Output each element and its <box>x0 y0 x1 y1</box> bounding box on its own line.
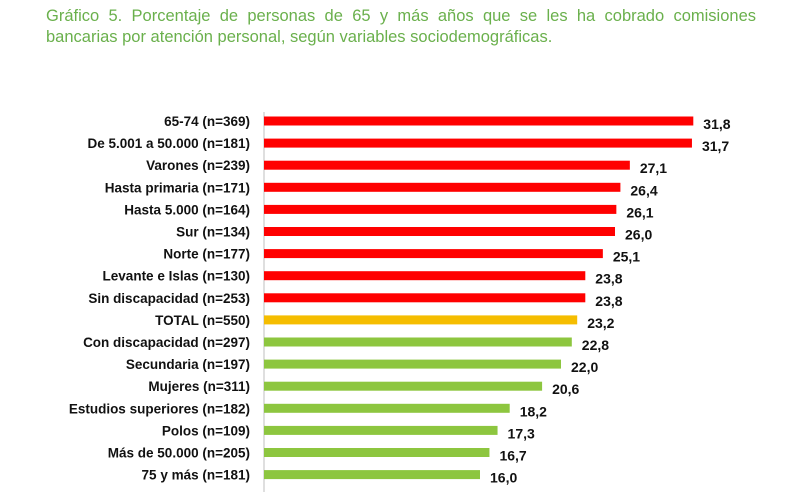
value-label: 17,3 <box>508 425 535 441</box>
bar <box>264 470 480 480</box>
value-label: 31,7 <box>702 138 729 154</box>
bar <box>264 448 490 457</box>
value-label: 22,0 <box>571 359 598 375</box>
category-label: Hasta 5.000 (n=164) <box>124 202 250 217</box>
bar <box>264 271 586 281</box>
category-label: 65-74 (n=369) <box>164 114 250 129</box>
bars-group <box>264 116 694 480</box>
value-label: 25,1 <box>613 249 640 265</box>
category-label: 75 y más (n=181) <box>142 468 250 483</box>
category-label: Más de 50.000 (n=205) <box>108 446 250 461</box>
chart-title: Gráfico 5. Porcentaje de personas de 65 … <box>46 7 756 46</box>
category-label: Varones (n=239) <box>146 158 250 173</box>
value-label: 16,7 <box>499 448 526 464</box>
bar <box>264 182 621 192</box>
bar <box>264 249 603 259</box>
value-label: 26,0 <box>625 227 652 243</box>
category-label: Sin discapacidad (n=253) <box>88 291 250 306</box>
value-label: 26,1 <box>626 204 653 220</box>
category-label: Mujeres (n=311) <box>148 379 250 394</box>
bar <box>264 160 630 170</box>
value-label: 23,8 <box>595 271 622 287</box>
category-label: Sur (n=134) <box>176 225 250 240</box>
bar <box>264 293 586 303</box>
value-label: 20,6 <box>552 381 579 397</box>
value-label: 18,2 <box>520 403 547 419</box>
category-label: Norte (n=177) <box>163 247 250 262</box>
bar <box>264 227 615 236</box>
value-label: 22,8 <box>582 337 609 353</box>
bar <box>264 204 617 214</box>
value-label: 23,8 <box>595 293 622 309</box>
bar <box>264 359 561 369</box>
bar <box>264 315 578 325</box>
category-label: Hasta primaria (n=171) <box>105 180 250 195</box>
category-label: TOTAL (n=550) <box>155 313 250 328</box>
bar <box>264 116 694 126</box>
bar <box>264 337 572 347</box>
category-label: Polos (n=109) <box>162 423 250 438</box>
bar <box>264 403 510 413</box>
bar <box>264 381 543 391</box>
value-label: 27,1 <box>640 160 667 176</box>
bar <box>264 138 692 148</box>
category-label: Estudios superiores (n=182) <box>69 401 250 416</box>
category-label: Secundaria (n=197) <box>126 357 250 372</box>
value-label: 23,2 <box>587 315 614 331</box>
category-label: De 5.001 a 50.000 (n=181) <box>88 136 251 151</box>
bar <box>264 425 498 435</box>
value-label: 31,8 <box>703 116 730 132</box>
category-labels-group: 65-74 (n=369) De 5.001 a 50.000 (n=181) Va… <box>69 114 250 483</box>
category-label: Levante e Islas (n=130) <box>103 269 250 284</box>
value-label: 26,4 <box>630 182 657 198</box>
value-label: 16,0 <box>490 470 517 486</box>
category-label: Con discapacidad (n=297) <box>83 335 250 350</box>
value-labels-group: 31,8 31,7 27,1 26,4 26,1 26,0 25,1 23,8 23,8 23,2… <box>490 116 731 486</box>
